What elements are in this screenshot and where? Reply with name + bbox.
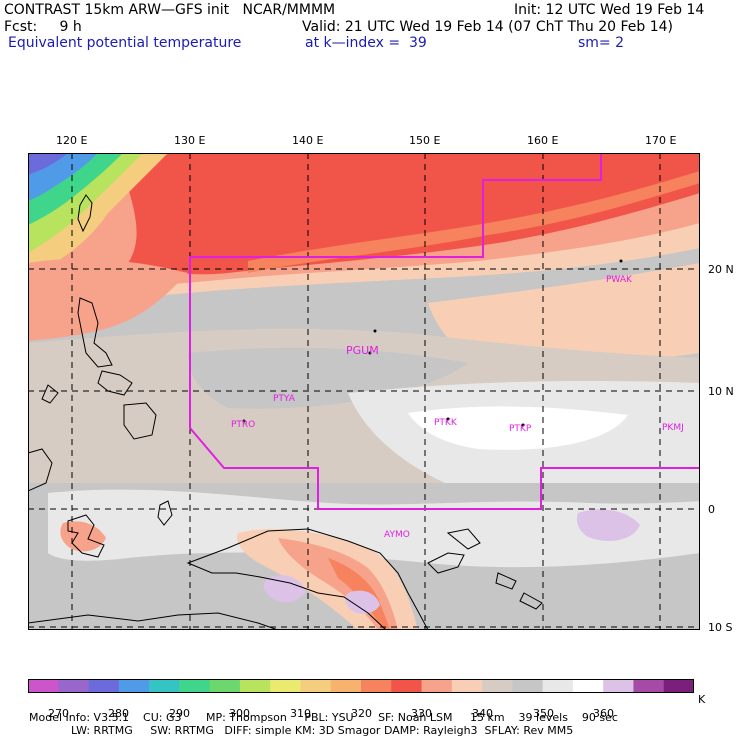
colorbar-swatch	[270, 679, 301, 693]
borneo-coast	[28, 448, 53, 492]
valid-time: Valid: 21 UTC Wed 19 Feb 14 (07 ChT Thu …	[302, 19, 674, 35]
colorbar-swatch	[179, 679, 211, 693]
station-pgum: PGUM	[346, 344, 379, 357]
band-edge	[248, 171, 700, 273]
halmahera-coast	[157, 500, 173, 526]
colorbar-swatch	[512, 679, 544, 693]
northwest-cold-region-5	[28, 153, 68, 175]
model-info-line-2: LW: RRTMG SW: RRTMG DIFF: simple KM: 3D …	[71, 724, 574, 737]
central-grey-inner	[188, 347, 468, 409]
map-frame	[28, 153, 700, 630]
east-band	[428, 263, 700, 366]
colorbar-tick-360: 360	[593, 707, 614, 720]
palawan-coast	[41, 384, 59, 404]
colorbar-tick-320: 320	[351, 707, 372, 720]
station-dots	[242, 259, 623, 427]
visayas-coast	[97, 370, 133, 396]
field-name: Equivalent potential temperature	[8, 35, 242, 51]
australia-coast	[28, 612, 279, 630]
lat-label-10s: 10 S	[708, 621, 733, 634]
colorbar-swatch	[239, 679, 271, 693]
colorbar-swatch	[149, 679, 180, 693]
model-info-line-1: Model Info: V3.5.1 CU: G3 MP: Thompson P…	[29, 711, 618, 724]
colorbar-swatch	[542, 679, 574, 693]
station-ptkp: PTKP	[509, 424, 532, 434]
colorbar-tick-270: 270	[48, 707, 69, 720]
colorbar-tick-300: 300	[229, 707, 250, 720]
colorbar	[28, 679, 694, 693]
sulawesi-coast	[67, 514, 105, 558]
core-band	[118, 153, 700, 275]
colorbar-unit: K	[698, 693, 706, 706]
purple-patch-png	[263, 575, 306, 603]
station-ptro: PTRO	[231, 420, 255, 430]
model-title: CONTRAST 15km ARW—GFS init NCAR/MMMM	[4, 2, 336, 18]
lon-label-140: 140 E	[292, 134, 324, 147]
colorbar-swatch	[572, 679, 604, 693]
colorbar-swatch	[58, 679, 90, 693]
colorbar-swatch	[300, 679, 332, 693]
southern-white-patch	[408, 406, 628, 450]
luzon-coast	[77, 297, 113, 368]
nested-domain-boundary	[189, 153, 700, 510]
lon-label-120: 120 E	[56, 134, 88, 147]
init-time: Init: 12 UTC Wed 19 Feb 14	[514, 2, 705, 18]
lat-label-eq: 0	[708, 503, 715, 516]
lon-label-160: 160 E	[527, 134, 559, 147]
colorbar-swatch	[391, 679, 423, 693]
lat-label-20n: 20 N	[708, 263, 734, 276]
colorbar-tick-280: 280	[108, 707, 129, 720]
colorbar-swatch	[451, 679, 483, 693]
theta-e-map: PWAK PGUM PTYA PTRO PTKK PTKP PKMJ AYMO	[28, 153, 700, 630]
lon-label-130: 130 E	[174, 134, 206, 147]
colorbar-tick-330: 330	[411, 707, 432, 720]
forecast-hour: Fcst: 9 h	[4, 19, 82, 35]
colorbar-swatch	[603, 679, 634, 693]
model-level: at k—index = 39	[305, 35, 427, 51]
colorbar-tick-350: 350	[533, 707, 554, 720]
colorbar-swatch	[330, 679, 362, 693]
lat-label-10n: 10 N	[708, 385, 734, 398]
colorbar-tick-290: 290	[169, 707, 190, 720]
purple-patch-east	[576, 509, 640, 541]
colorbar-frame	[28, 679, 694, 693]
colorbar-swatch	[88, 679, 120, 693]
colorbar-swatch	[482, 679, 513, 693]
station-ptkk: PTKK	[434, 418, 458, 428]
new-britain-coast	[427, 552, 465, 574]
colorbar-swatch	[209, 679, 241, 693]
taiwan-coast	[77, 194, 93, 233]
colorbar-swatch	[118, 679, 150, 693]
station-aymo: AYMO	[384, 530, 410, 540]
solomon-coast	[495, 572, 517, 590]
colorbar-swatch	[361, 679, 392, 693]
colorbar-swatch	[663, 679, 694, 693]
smoothing: sm= 2	[578, 35, 625, 51]
solomon-coast-2	[519, 592, 543, 610]
west-band	[28, 258, 188, 341]
mindanao-coast	[123, 402, 157, 440]
colorbar-swatch	[421, 679, 453, 693]
colorbar-swatch	[28, 679, 59, 693]
lon-label-170: 170 E	[645, 134, 677, 147]
lon-label-150: 150 E	[409, 134, 441, 147]
colorbar-swatch	[633, 679, 665, 693]
station-ptya: PTYA	[273, 394, 296, 404]
station-pkmj: PKMJ	[662, 423, 684, 433]
purple-patch-south	[345, 590, 380, 614]
new-ireland-coast	[446, 528, 481, 550]
colorbar-tick-310: 310	[290, 707, 311, 720]
colorbar-tick-340: 340	[472, 707, 493, 720]
station-pwak: PWAK	[606, 275, 633, 285]
